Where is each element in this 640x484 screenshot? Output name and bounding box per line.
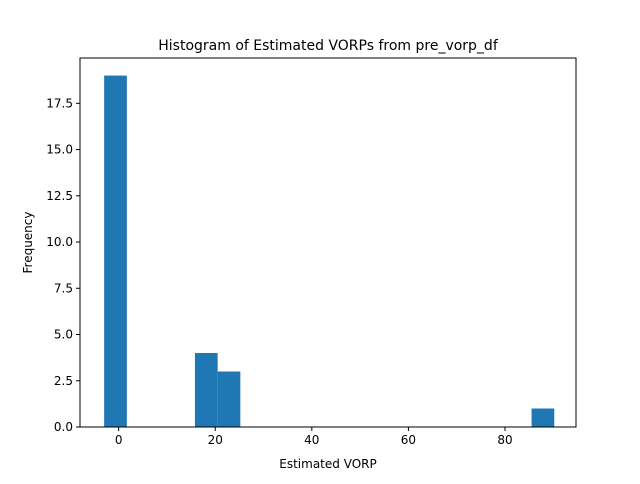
x-axis-label: Estimated VORP	[279, 457, 376, 471]
x-tick-label: 80	[497, 433, 512, 447]
histogram-bar-0	[104, 75, 127, 428]
y-axis-ticks: 0.0 2.5 5.0 7.5 10.0 12.5 15.0 17.5	[46, 96, 80, 434]
x-tick-label: 20	[208, 433, 223, 447]
x-axis-ticks: 0 20 40 60 80	[115, 427, 513, 447]
chart-title: Histogram of Estimated VORPs from pre_vo…	[158, 38, 499, 54]
y-tick-label: 15.0	[46, 143, 73, 157]
histogram-bar-3	[531, 408, 555, 427]
y-axis-label: Frequency	[21, 212, 35, 274]
plot-frame	[79, 57, 577, 428]
y-tick-label: 10.0	[46, 235, 73, 249]
y-tick-label: 7.5	[54, 281, 73, 295]
x-tick-label: 60	[401, 433, 416, 447]
x-tick-label: 0	[115, 433, 123, 447]
y-tick-label: 0.0	[54, 420, 73, 434]
y-tick-label: 2.5	[54, 374, 73, 388]
histogram-bar-1	[194, 353, 218, 427]
x-tick-label: 40	[304, 433, 319, 447]
y-tick-label: 5.0	[54, 328, 73, 342]
y-tick-label: 12.5	[46, 189, 73, 203]
histogram-bar-2	[217, 371, 241, 427]
bars-layer	[104, 75, 555, 428]
y-tick-label: 17.5	[46, 96, 73, 110]
